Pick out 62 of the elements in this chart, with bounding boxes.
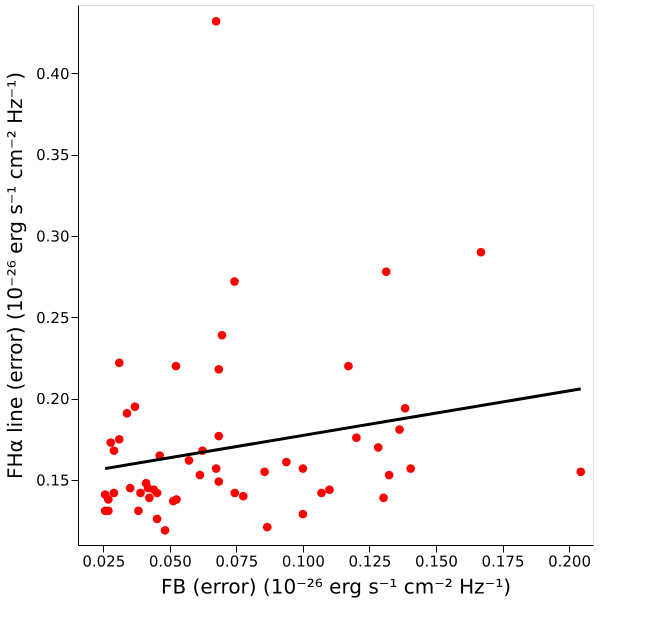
x-tick-label: 0.175 — [482, 552, 524, 570]
point — [384, 470, 394, 480]
point — [576, 467, 586, 476]
x-axis-title: FB (error) (10⁻²⁶ erg s⁻¹ cm⁻² Hz⁻¹) — [160, 574, 512, 598]
point — [325, 485, 334, 494]
point — [160, 526, 170, 535]
y-tick-label: 0.30 — [36, 227, 70, 246]
y-tick-label: 0.20 — [36, 390, 70, 408]
point — [184, 456, 194, 465]
point — [134, 506, 143, 516]
point — [214, 432, 224, 440]
point — [400, 404, 410, 413]
point — [214, 365, 224, 374]
point — [136, 488, 145, 498]
x-tick-label: 0.025 — [82, 552, 126, 570]
point — [114, 358, 124, 368]
point — [214, 477, 224, 486]
point — [106, 438, 116, 447]
point — [238, 492, 248, 501]
y-axis-title: FHα line (error) (10⁻²⁶ erg s⁻¹ cm⁻² Hz⁻¹) — [3, 72, 28, 480]
point — [282, 458, 291, 466]
point — [382, 267, 391, 276]
point — [114, 434, 124, 444]
point — [298, 464, 308, 473]
y-tick-label: 0.25 — [36, 308, 70, 327]
point — [145, 494, 154, 502]
point — [172, 495, 181, 504]
point — [110, 446, 118, 455]
point — [212, 16, 220, 26]
x-tick-label: 0.125 — [348, 552, 392, 570]
y-tick-label: 0.40 — [36, 64, 70, 83]
point — [230, 488, 240, 498]
point — [212, 464, 220, 473]
point — [152, 488, 162, 498]
point — [110, 488, 118, 498]
point — [260, 467, 269, 476]
point — [298, 510, 308, 518]
point — [379, 494, 388, 502]
point — [130, 402, 140, 412]
point — [196, 470, 204, 480]
x-tick-label: 0.050 — [148, 552, 192, 570]
point — [104, 495, 113, 504]
point — [395, 425, 404, 434]
point — [406, 464, 416, 473]
point — [218, 330, 226, 340]
x-tick-label: 0.075 — [215, 552, 258, 570]
point — [126, 484, 134, 492]
point — [172, 362, 180, 370]
x-tick-label: 0.100 — [282, 552, 325, 570]
point — [230, 277, 239, 286]
point — [344, 362, 353, 370]
point — [476, 248, 486, 257]
point — [122, 408, 132, 418]
x-tick-label: 0.200 — [548, 552, 592, 570]
point — [262, 522, 272, 532]
y-tick-label: 0.35 — [36, 146, 70, 164]
x-tick-label: 0.150 — [414, 552, 458, 570]
y-tick-label: 0.15 — [36, 471, 70, 490]
point — [374, 443, 383, 452]
point — [317, 488, 326, 498]
point — [152, 514, 162, 524]
point — [352, 433, 361, 442]
